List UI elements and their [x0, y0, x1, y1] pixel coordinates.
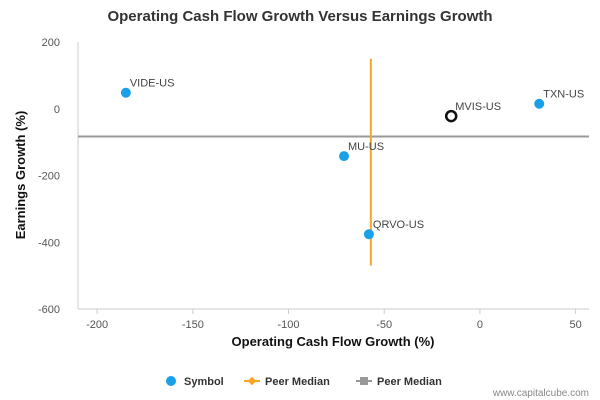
- chart-legend: Symbol Peer Median Peer Median: [166, 376, 442, 388]
- legend-symbol-marker: [166, 376, 176, 386]
- legend-label-peer-median-horizontal: Peer Median: [377, 376, 442, 388]
- data-points: VIDE-US MU-US QRVO-US MVIS-US TXN-US: [120, 78, 584, 240]
- point-vide-us: [120, 87, 131, 98]
- x-tick-label: -200: [86, 319, 108, 331]
- x-tick-label: 0: [477, 319, 483, 331]
- point-label-mu-us: MU-US: [348, 141, 384, 153]
- chart-title: Operating Cash Flow Growth Versus Earnin…: [107, 8, 492, 25]
- point-mu-us: [339, 151, 350, 162]
- legend-label-symbol: Symbol: [184, 376, 224, 388]
- legend-label-peer-median-vertical: Peer Median: [265, 376, 330, 388]
- x-tick-label: -100: [278, 319, 300, 331]
- point-label-vide-us: VIDE-US: [130, 78, 175, 90]
- point-txn-us: [534, 98, 545, 109]
- x-tick-label: 50: [569, 319, 581, 331]
- x-axis-ticks: -200 -150 -100 -50 0 50: [86, 309, 582, 331]
- legend-peer-median-horizontal-marker: [360, 377, 368, 385]
- y-axis-ticks: 200 0 -200 -400 -600: [38, 37, 60, 316]
- point-label-qrvo-us: QRVO-US: [373, 219, 424, 231]
- y-tick-label: 200: [42, 37, 60, 49]
- x-axis-title: Operating Cash Flow Growth (%): [232, 334, 435, 349]
- y-tick-label: -400: [38, 237, 60, 249]
- x-tick-label: -150: [182, 319, 204, 331]
- y-tick-label: 0: [54, 104, 60, 116]
- y-tick-label: -600: [38, 304, 60, 316]
- legend-peer-median-vertical-marker: [247, 376, 257, 386]
- point-qrvo-us: [363, 229, 374, 240]
- y-axis-title: Earnings Growth (%): [13, 111, 28, 240]
- y-tick-label: -200: [38, 171, 60, 183]
- watermark: www.capitalcube.com: [492, 388, 589, 399]
- point-label-txn-us: TXN-US: [543, 89, 584, 101]
- point-label-mvis-us: MVIS-US: [455, 101, 501, 113]
- x-tick-label: -50: [376, 319, 392, 331]
- point-mvis-us: [444, 109, 458, 123]
